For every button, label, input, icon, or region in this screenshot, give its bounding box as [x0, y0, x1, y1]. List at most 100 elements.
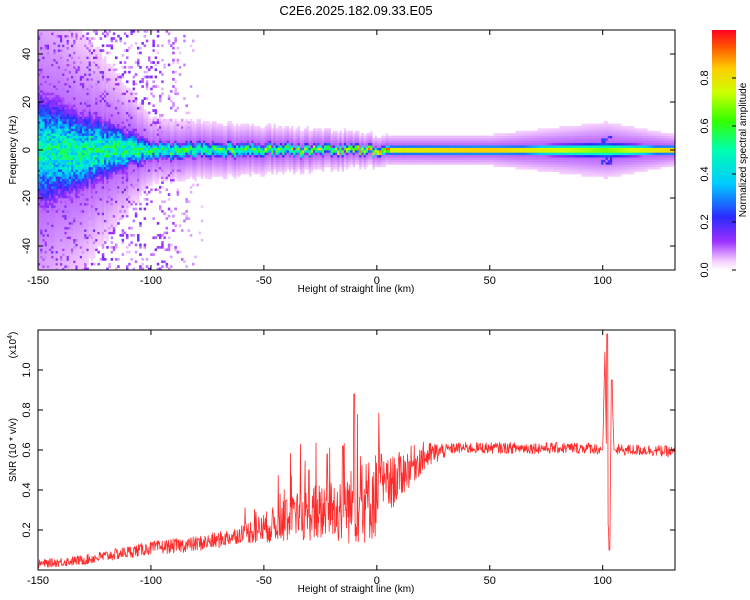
spectrogram-cell: [130, 188, 133, 192]
spectrogram-cell: [141, 164, 144, 168]
spectrogram-cell: [167, 97, 171, 100]
spectrogram-cell: [134, 207, 138, 211]
spectrogram-cell: [152, 42, 155, 45]
spectrogram-cell: [156, 246, 160, 249]
spectrogram-cell: [64, 243, 67, 247]
spectrogram-cell: [117, 258, 120, 261]
spectrogram-cell: [145, 114, 149, 117]
spectrogram-cell: [62, 66, 65, 69]
spectrogram-cell: [68, 193, 72, 196]
spectrogram-cell: [77, 241, 81, 244]
spectrogram-cell: [161, 58, 164, 62]
spectrogram-cell: [88, 241, 92, 244]
spectrogram-cell: [108, 147, 111, 151]
spectrogram-cell: [108, 198, 111, 201]
spectrogram-cell: [49, 246, 52, 249]
spectrogram-cell: [93, 135, 96, 139]
spectrogram-cell: [90, 104, 94, 108]
spectrogram-cell: [174, 92, 177, 96]
spectrogram-cell: [101, 73, 105, 76]
spectrogram-cell: [123, 99, 127, 103]
spectrogram-cell: [123, 111, 127, 115]
spectrogram-cell: [156, 118, 160, 122]
spectrogram-cell: [79, 183, 83, 187]
spectrogram-cell: [200, 166, 204, 170]
spectrogram-cell: [68, 30, 72, 33]
spectrogram-cell: [79, 85, 83, 88]
spectrogram-cell: [40, 152, 43, 156]
spectrogram-cell: [121, 145, 125, 148]
spectrogram-cell: [97, 210, 100, 213]
spectrogram-cell: [75, 118, 78, 122]
spectrogram-cell: [66, 46, 70, 50]
spectrogram-cell: [119, 39, 122, 43]
spectrogram-cell: [115, 159, 118, 163]
spectrogram-cell: [126, 181, 129, 184]
spectrogram-cell: [51, 219, 54, 223]
spectrogram-cell: [49, 123, 52, 127]
spectrogram-cell: [55, 102, 59, 105]
spectrogram-cell: [46, 169, 50, 172]
spectrogram-cell: [108, 82, 111, 86]
spectrogram-cell: [126, 138, 129, 141]
spectrogram-cell: [126, 174, 129, 177]
spectrogram-cell: [64, 164, 67, 168]
spectrogram-cell: [106, 147, 109, 151]
spectrogram-cell: [51, 181, 54, 184]
spectrogram-cell: [132, 138, 136, 141]
spectrogram-cell: [79, 176, 83, 180]
spectrogram-cell: [119, 202, 122, 206]
spectrogram-cell: [165, 231, 169, 235]
spectrogram-cell: [71, 260, 74, 264]
spectrogram-cell: [150, 145, 153, 148]
spectrogram-cell: [73, 174, 76, 177]
spectrogram-cell: [139, 111, 142, 115]
spectrogram-cell: [117, 195, 120, 199]
spectrogram-cell: [64, 104, 67, 108]
spectrogram-cell: [119, 145, 122, 148]
spectrogram-cell: [145, 85, 149, 88]
spectrogram-cell: [108, 226, 111, 230]
spectrogram-cell: [167, 152, 171, 156]
spectrogram-cell: [115, 133, 118, 136]
spectrogram-cell: [117, 157, 120, 160]
spectrogram-cell: [187, 142, 191, 146]
spectrogram-cell: [181, 140, 184, 144]
spectrogram-cell: [79, 116, 83, 120]
spectrogram-cell: [134, 111, 138, 115]
spectrogram-cell: [42, 176, 45, 180]
spectrogram-cell: [60, 212, 63, 216]
spectrogram-cell: [40, 82, 43, 86]
spectrogram-cell: [46, 39, 50, 43]
spectrogram-cell: [183, 63, 186, 67]
spectrogram-cell: [159, 246, 162, 249]
spectrogram-cell: [121, 54, 125, 57]
spectrogram-cell: [170, 142, 173, 146]
spectrogram-cell: [53, 166, 56, 170]
spectrogram-cell: [42, 94, 45, 98]
spectrogram-cell: [132, 186, 136, 189]
spectrogram-cell: [82, 80, 85, 84]
spectrogram-cell: [104, 94, 107, 98]
spectrogram-cell: [156, 61, 160, 64]
spectrogram-cell: [101, 111, 105, 115]
spectrogram-cell: [134, 166, 138, 170]
spectrogram-cell: [42, 190, 45, 194]
spectrogram-cell: [104, 121, 107, 124]
spectrogram-cell: [77, 200, 81, 204]
spectrogram-cell: [106, 51, 109, 55]
spectrogram-cell: [123, 147, 127, 151]
spectrogram-cell: [99, 178, 103, 182]
spectrogram-cell: [189, 190, 193, 194]
spectrogram-cell: [141, 142, 144, 146]
spectrogram-cell: [148, 135, 151, 139]
spectrogram-cell: [117, 154, 120, 158]
spectrogram-cell: [148, 140, 151, 144]
spectrogram-cell: [38, 262, 41, 266]
spectrogram-cell: [68, 258, 72, 261]
spectrogram-cell: [84, 265, 87, 268]
spectrogram-cell: [152, 157, 155, 160]
spectrogram-cell: [86, 133, 89, 136]
spectrogram-cell: [97, 58, 100, 62]
spectrogram-cell: [99, 159, 103, 163]
